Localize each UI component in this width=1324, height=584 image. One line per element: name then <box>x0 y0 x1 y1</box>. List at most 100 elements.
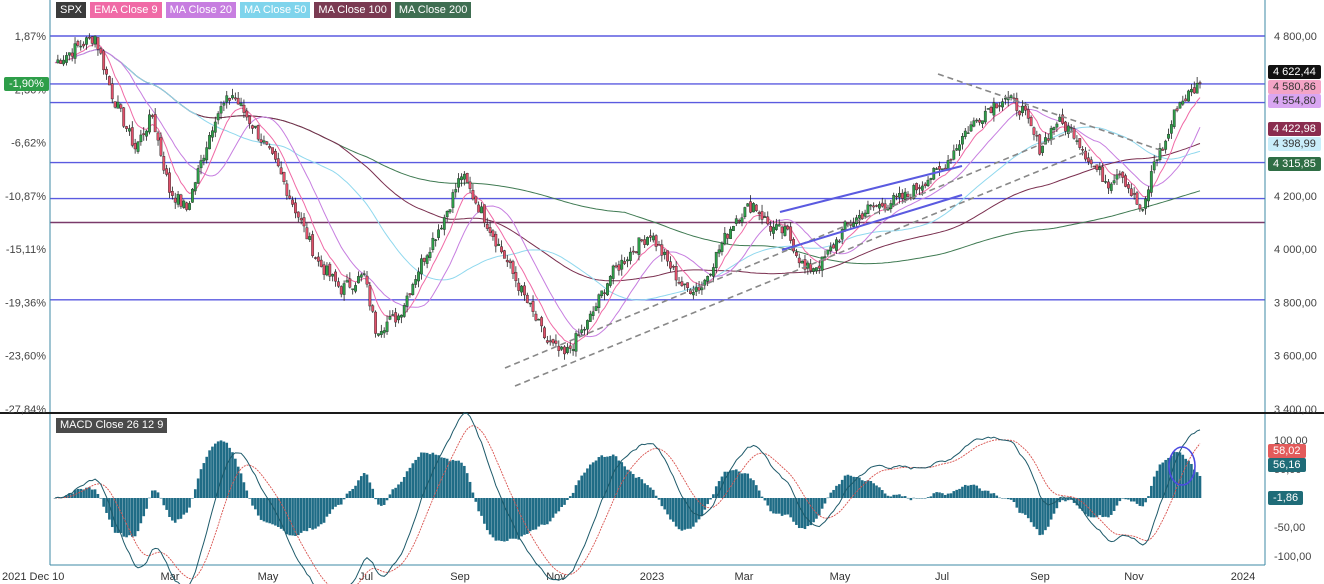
candle <box>302 217 306 227</box>
macd-hist-bar <box>712 494 715 498</box>
macd-hist-bar <box>251 498 254 506</box>
candle <box>1101 166 1105 182</box>
macd-hist-bar <box>414 459 417 498</box>
macd-hist-bar <box>1178 452 1182 498</box>
candle <box>354 285 357 292</box>
macd-hist-bar <box>328 498 332 514</box>
macd-hist-bar <box>451 459 455 498</box>
macd-hist-bar <box>331 498 334 510</box>
candle <box>1169 124 1173 134</box>
macd-hist-bar <box>116 498 120 533</box>
hist-value-badge: -1,86 <box>1268 491 1304 505</box>
macd-hist-bar <box>156 492 160 498</box>
legend-spx[interactable]: SPX <box>56 2 87 18</box>
legend-ma20[interactable]: MA Close 20 <box>165 2 236 18</box>
macd-hist-bar <box>935 492 938 498</box>
candle <box>631 250 635 253</box>
trendline-dashed-lower <box>514 149 1091 387</box>
candle <box>471 190 475 200</box>
candle <box>1095 164 1099 170</box>
macd-hist-bar <box>1084 498 1087 515</box>
candle <box>325 265 329 276</box>
macd-legend[interactable]: MACD Close 26 12 9 <box>56 418 168 433</box>
macd-hist-bar <box>866 480 870 498</box>
pct-badge: -1,90% <box>4 77 49 91</box>
macd-hist-bar <box>792 498 795 522</box>
macd-hist-bar <box>322 498 326 523</box>
candle <box>185 202 189 210</box>
macd-hist-bar <box>772 498 775 514</box>
macd-hist-bar <box>374 498 377 500</box>
candle <box>165 168 169 175</box>
candle <box>1029 116 1033 127</box>
macd-hist-bar <box>185 498 188 513</box>
macd-hist-bar <box>763 498 767 501</box>
candle <box>182 200 186 208</box>
macd-hist-bar <box>817 498 821 516</box>
macd-hist-bar <box>537 498 541 527</box>
macd-hist-bar <box>880 490 884 498</box>
macd-hist-bar <box>168 498 171 518</box>
candle <box>1161 148 1165 151</box>
macd-hist-bar <box>915 498 918 499</box>
macd-hist-bar <box>1187 460 1190 498</box>
candle <box>173 197 177 203</box>
macd-tick-label: -50,00 <box>1274 522 1305 534</box>
macd-hist-bar <box>752 480 755 498</box>
candle <box>1041 145 1044 153</box>
candle <box>394 312 398 323</box>
macd-hist-bar <box>697 498 701 520</box>
candle <box>65 55 68 63</box>
candle <box>145 130 148 137</box>
candle <box>969 124 973 132</box>
candle <box>1198 82 1202 84</box>
candle <box>1052 127 1056 130</box>
macd-hist-bar <box>823 498 827 504</box>
macd-hist-bar <box>1190 463 1193 498</box>
candle <box>740 217 744 223</box>
macd-hist-bar <box>385 498 389 501</box>
macd-hist-bar <box>609 456 612 498</box>
candle <box>998 105 1002 107</box>
macd-hist-bar <box>703 498 707 510</box>
candle <box>889 203 893 210</box>
macd-hist-bar <box>188 498 191 508</box>
candle <box>491 230 495 237</box>
candle <box>568 345 572 349</box>
candle <box>640 239 644 242</box>
macd-hist-bar <box>680 498 684 531</box>
candle <box>680 281 684 286</box>
legend-ma100[interactable]: MA Close 100 <box>314 2 391 18</box>
candle <box>156 132 160 141</box>
ma50-badge: 4 398,99 <box>1268 137 1321 151</box>
candle <box>1115 174 1119 180</box>
legend-ma50[interactable]: MA Close 50 <box>239 2 311 18</box>
candle <box>208 135 211 150</box>
candle <box>726 234 730 239</box>
legend-ma200[interactable]: MA Close 200 <box>394 2 472 18</box>
macd-hist-bar <box>1147 496 1150 498</box>
ma100-badge: 4 422,98 <box>1268 122 1321 136</box>
candle <box>213 121 217 133</box>
candle <box>276 158 280 167</box>
macd-hist-bar <box>1052 498 1056 514</box>
candle <box>262 140 266 143</box>
candle <box>557 345 561 351</box>
candle <box>239 102 243 106</box>
macd-hist-bar <box>643 483 646 498</box>
macd-hist-bar <box>1104 498 1107 517</box>
macd-hist-bar <box>268 498 271 524</box>
macd-hist-bar <box>145 498 148 509</box>
candle <box>1175 108 1179 111</box>
x-tick-label: 2023 <box>640 571 664 583</box>
macd-hist-bar <box>262 498 266 522</box>
candle <box>637 237 641 255</box>
macd-hist-bar <box>1175 452 1179 498</box>
candle <box>362 273 366 275</box>
macd-panel <box>53 412 1202 584</box>
candle <box>142 133 146 136</box>
legend-ema9[interactable]: EMA Close 9 <box>90 2 162 18</box>
candle <box>654 235 658 247</box>
macd-hist-bar <box>826 497 830 499</box>
macd-hist-bar <box>740 473 744 498</box>
